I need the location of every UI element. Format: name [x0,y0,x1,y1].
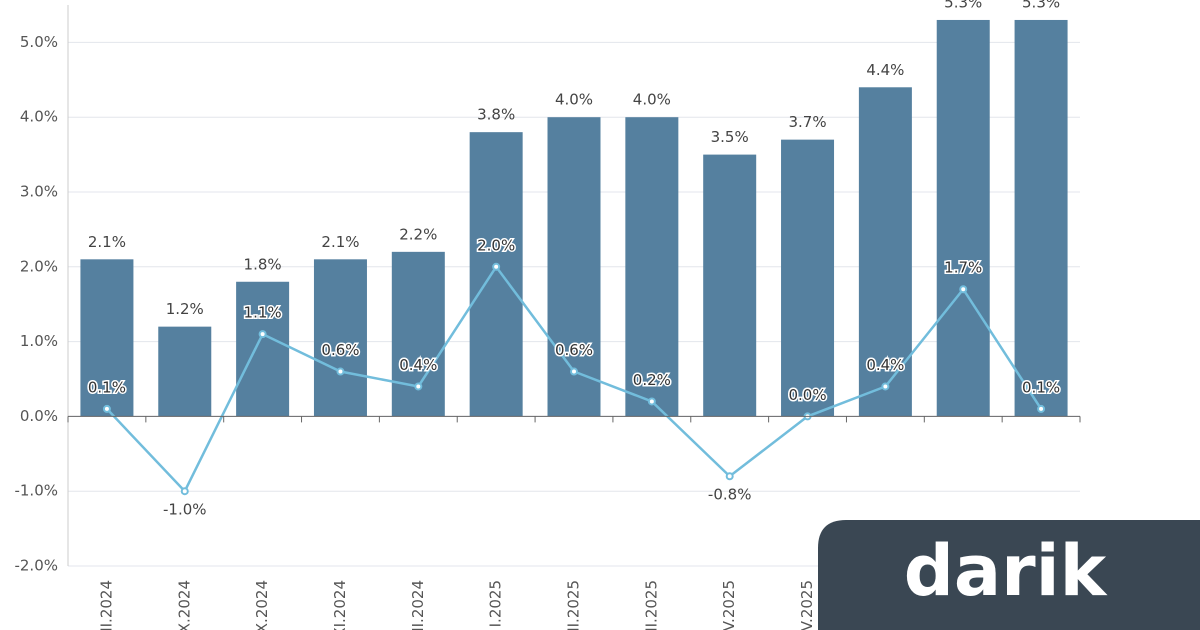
logo-panel [818,520,1200,630]
y-tick-label: 1.0% [20,332,58,350]
bar [80,259,134,417]
line-value-label: 0.1% [88,378,126,396]
x-tick-label: XII.2024 [409,580,427,630]
x-tick-label: X.2024 [253,580,271,630]
x-tick-label: IV.2025 [720,580,738,630]
line-point [414,382,423,391]
x-tick-label: VIII.2024 [97,580,115,630]
line-value-label: 1.7% [944,259,982,277]
line-value-label: 2.0% [477,236,515,254]
bar-value-label: 1.2% [166,300,204,318]
line-point [258,330,267,339]
line-value-label: 0.0% [788,386,826,404]
bar [936,19,990,417]
bar-value-label: 2.1% [88,233,126,251]
line-point [180,487,189,496]
bar [469,132,523,417]
bar [313,259,367,417]
bar-value-label: 2.1% [321,233,359,251]
bar [858,87,912,417]
line-value-label: 0.4% [866,356,904,374]
bar-value-label: 5.3% [944,0,982,11]
x-tick-label: I.2025 [487,580,505,627]
y-tick-label: 3.0% [20,183,58,201]
y-tick-label: 2.0% [20,257,58,275]
x-tick-label: V.2025 [798,580,816,630]
line-point [336,367,345,376]
bar-value-label: 1.8% [244,255,282,273]
logo: darik [904,530,1108,612]
bar [625,117,679,417]
bar [781,139,835,417]
line-point [881,382,890,391]
line-point [492,262,501,271]
line-value-label: 1.1% [244,304,282,322]
y-tick-label: -1.0% [14,482,58,500]
x-tick-label: IX.2024 [175,580,193,630]
line-value-label: -0.8% [708,486,752,504]
bar [1014,19,1068,417]
bar-value-label: 3.8% [477,106,515,124]
x-tick-label: III.2025 [642,580,660,630]
bar-value-label: 4.4% [866,61,904,79]
bar-value-label: 4.0% [555,91,593,109]
bar [391,251,445,417]
y-tick-label: 0.0% [20,407,58,425]
line-point [725,472,734,481]
line-point [959,285,968,294]
bar [547,117,601,417]
y-tick-label: 5.0% [20,33,58,51]
x-tick-label: XI.2024 [331,580,349,630]
line-point [1037,404,1046,413]
line-value-label: -1.0% [163,501,207,519]
line-value-label: 0.1% [1022,378,1060,396]
line-point [647,397,656,406]
line-point [570,367,578,376]
bar-value-label: 3.7% [788,113,826,131]
plot: -2.0% -1.0% 0.0% 1.0% 2.0% 3.0% 4.0% 5.0% VIII.2… [14,0,1081,630]
line-value-label: 0.2% [633,371,671,389]
x-tick-label: II.2025 [565,580,583,630]
bar [236,281,290,417]
bar-value-label: 5.3% [1022,0,1060,11]
bar [703,154,757,417]
y-tick-label: 4.0% [20,108,58,126]
line-value-label: 0.6% [321,341,359,359]
bar [158,326,212,417]
bar-value-label: 3.5% [711,128,749,146]
line-point [102,404,111,413]
bar-value-label: 4.0% [633,91,671,109]
y-tick-label: -2.0% [14,557,58,575]
bar-value-label: 2.2% [399,225,437,243]
line-value-label: 0.6% [555,341,593,359]
line-value-label: 0.4% [399,356,437,374]
